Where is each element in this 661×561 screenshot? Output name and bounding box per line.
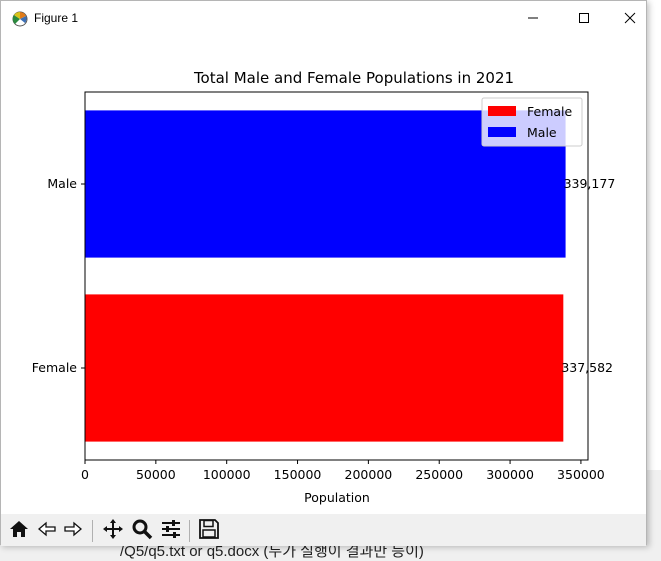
x-tick-label: 200000 bbox=[345, 467, 393, 482]
home-button[interactable] bbox=[7, 519, 31, 543]
minimize-button[interactable] bbox=[510, 1, 556, 35]
x-tick-label: 0 bbox=[81, 467, 89, 482]
plot-frame bbox=[84, 91, 589, 461]
legend-label-male: Male bbox=[527, 125, 557, 140]
data-label-male: 339,177 bbox=[564, 176, 616, 191]
maximize-button[interactable] bbox=[561, 1, 607, 35]
legend-swatch-male bbox=[488, 127, 516, 137]
zoom-button[interactable] bbox=[130, 519, 154, 543]
legend-swatch-female bbox=[488, 106, 516, 116]
configure-subplots-icon bbox=[160, 518, 182, 544]
back-button[interactable] bbox=[35, 519, 59, 543]
save-icon bbox=[198, 518, 220, 544]
title-bar[interactable]: Figure 1 bbox=[1, 1, 646, 35]
close-icon bbox=[624, 9, 636, 28]
x-axis-label: Population bbox=[304, 490, 370, 505]
chart-title: Total Male and Female Populations in 202… bbox=[193, 69, 514, 87]
matplotlib-icon bbox=[11, 10, 29, 28]
bar-chart: Total Male and Female Populations in 202… bbox=[32, 69, 616, 505]
toolbar-separator bbox=[92, 520, 93, 542]
x-tick-label: 100000 bbox=[203, 467, 251, 482]
minimize-icon bbox=[527, 9, 539, 28]
back-icon bbox=[36, 518, 58, 544]
background-document-text: /Q5/q5.txt or q5.docx (두가 실행이 결과만 등이) bbox=[120, 543, 424, 560]
x-tick-label: 150000 bbox=[274, 467, 322, 482]
figure-window: Figure 1 Total Male and Female Populatio… bbox=[0, 0, 647, 546]
window-title: Figure 1 bbox=[34, 11, 79, 25]
x-tick-label: 250000 bbox=[415, 467, 463, 482]
bar-female bbox=[85, 294, 564, 442]
close-button[interactable] bbox=[607, 1, 653, 35]
zoom-icon bbox=[131, 518, 153, 544]
legend-label-female: Female bbox=[527, 104, 573, 119]
toolbar-separator bbox=[189, 520, 190, 542]
background-editor-strip bbox=[647, 0, 661, 470]
y-tick-label-female: Female bbox=[32, 360, 78, 375]
maximize-icon bbox=[578, 9, 590, 28]
save-button[interactable] bbox=[197, 519, 221, 543]
forward-icon bbox=[62, 518, 84, 544]
y-tick-label-male: Male bbox=[47, 176, 77, 191]
x-tick-label: 350000 bbox=[557, 467, 605, 482]
home-icon bbox=[8, 518, 30, 544]
forward-button[interactable] bbox=[61, 519, 85, 543]
figure-canvas[interactable]: Total Male and Female Populations in 202… bbox=[2, 35, 645, 513]
pan-button[interactable] bbox=[101, 519, 125, 543]
x-tick-label: 300000 bbox=[486, 467, 534, 482]
configure-subplots-button[interactable] bbox=[159, 519, 183, 543]
navigation-toolbar bbox=[1, 514, 646, 546]
pan-icon bbox=[102, 518, 124, 544]
x-tick-label: 50000 bbox=[136, 467, 176, 482]
data-label-female: 337,582 bbox=[561, 360, 613, 375]
